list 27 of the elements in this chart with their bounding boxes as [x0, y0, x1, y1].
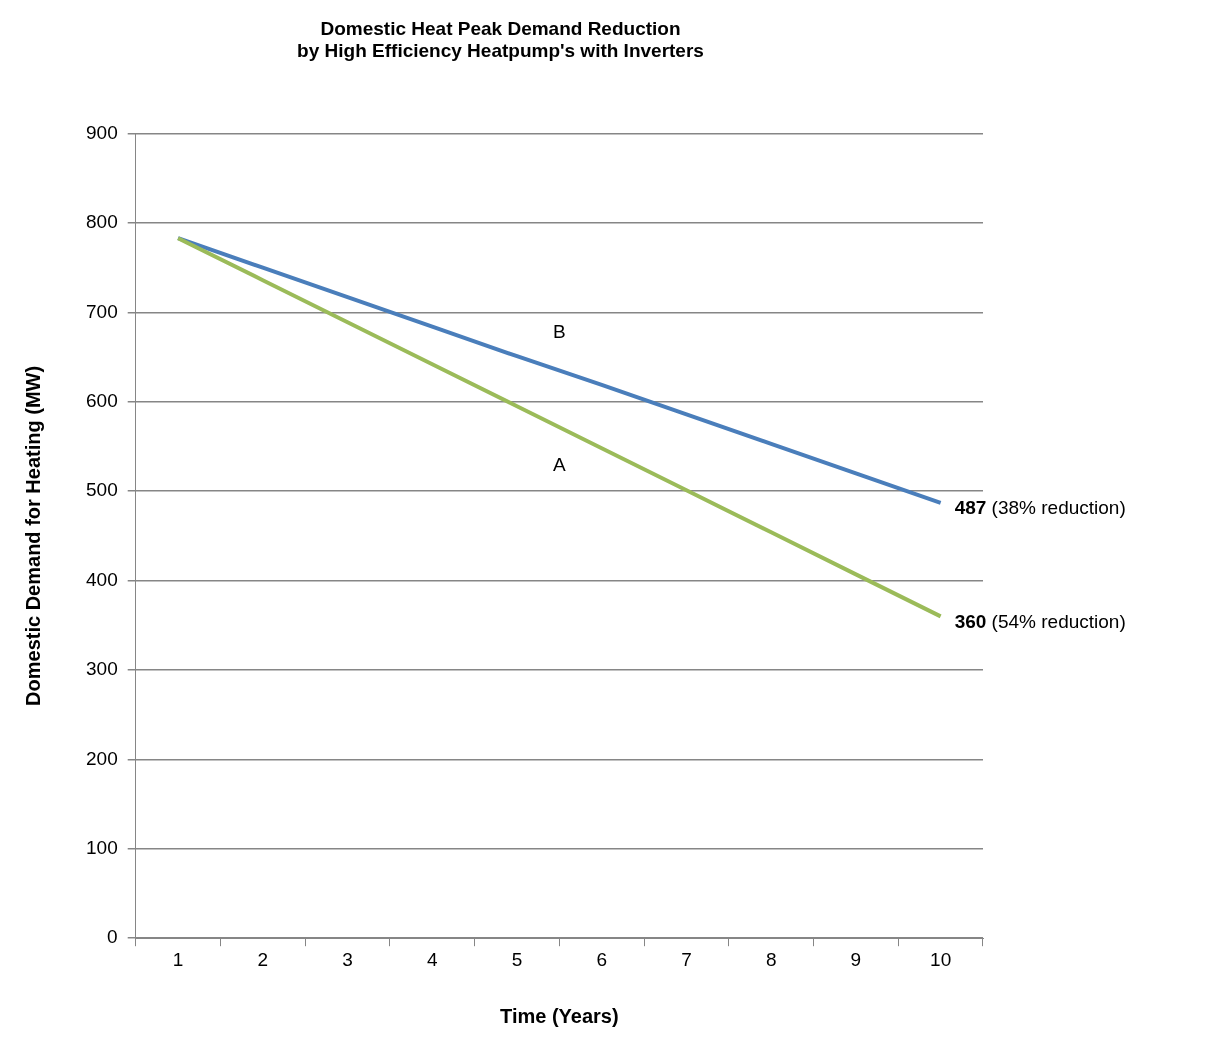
- y-tick-label: 100: [86, 837, 118, 859]
- y-tick-label: 800: [86, 211, 118, 233]
- y-tick-label: 600: [86, 390, 118, 412]
- x-tick-label: 3: [342, 948, 353, 970]
- series-label: A: [553, 453, 567, 475]
- y-tick-label: 200: [86, 747, 118, 769]
- y-tick-label: 300: [86, 658, 118, 680]
- y-tick-label: 900: [86, 121, 118, 143]
- x-tick-label: 8: [765, 948, 777, 970]
- x-tick-label: 10: [930, 948, 952, 970]
- annotation: 360 (54% reduction): [954, 610, 1126, 632]
- annotation: 487 (38% reduction): [954, 497, 1126, 519]
- y-tick-label: 400: [86, 568, 118, 590]
- series-label: B: [553, 320, 566, 342]
- y-tick-label: 700: [86, 300, 118, 322]
- y-tick-label: 0: [107, 926, 118, 948]
- y-tick-label: 500: [86, 479, 118, 501]
- x-tick-label: 5: [511, 948, 523, 970]
- y-axis-title: Domestic Demand for Heating (MW): [21, 365, 44, 706]
- x-tick-label: 4: [426, 948, 438, 970]
- x-tick-label: 9: [850, 948, 862, 970]
- x-tick-label: 6: [596, 948, 607, 970]
- x-tick-label: 7: [681, 948, 692, 970]
- x-axis-title: Time (Years): [500, 1004, 619, 1027]
- x-tick-label: 1: [172, 948, 184, 970]
- x-tick-label: 2: [257, 948, 269, 970]
- chart-title: Domestic Heat Peak Demand Reduction by High Efficiency Heatpump's with Inverters: [297, 17, 704, 62]
